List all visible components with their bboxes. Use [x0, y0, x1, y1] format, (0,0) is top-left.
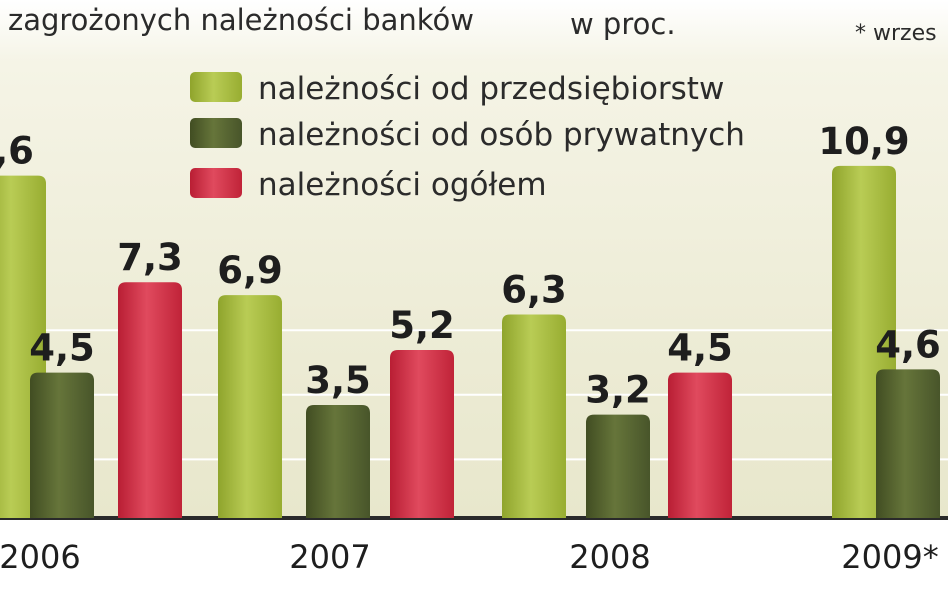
legend-label: należności od przedsiębiorstw	[258, 71, 724, 107]
bar	[306, 404, 370, 518]
data-label: 4,6	[875, 323, 941, 366]
bar	[218, 295, 282, 518]
data-label: 6,3	[501, 269, 567, 312]
data-label: 4,5	[667, 327, 733, 370]
bar	[502, 314, 566, 518]
data-label: 7,3	[117, 236, 183, 279]
legend-label: należności od osób prywatnych	[258, 117, 745, 153]
category-label: 2009*	[841, 538, 938, 576]
bar	[668, 372, 732, 518]
legend-label: należności ogółem	[258, 167, 547, 203]
data-label: 5,2	[389, 304, 455, 347]
category-label: 2006	[0, 538, 81, 576]
legend-swatch	[190, 168, 242, 198]
category-label: 2008	[569, 538, 650, 576]
data-label: 3,5	[305, 359, 371, 402]
bars	[0, 165, 940, 518]
data-label: 10,9	[818, 120, 909, 163]
legend-swatch	[190, 118, 242, 148]
bar	[390, 350, 454, 518]
data-label: 3,2	[585, 369, 651, 412]
data-label: ,6	[0, 130, 34, 173]
data-label: 6,9	[217, 249, 283, 292]
legend-swatch	[190, 72, 242, 102]
bar	[876, 369, 940, 518]
legend: należności od przedsiębiorstw należności …	[190, 71, 745, 203]
bar	[30, 372, 94, 518]
bar	[586, 414, 650, 518]
category-label: 2007	[289, 538, 370, 576]
footnote: * wrzes	[855, 21, 937, 46]
data-label: 4,5	[29, 327, 95, 370]
unit-label: w proc.	[570, 7, 676, 41]
category-labels: 2006 2007 2008 2009*	[0, 538, 939, 576]
chart-title: zagrożonych należności banków	[8, 3, 474, 37]
value-labels: ,6 6,9 6,3 10,9 4,5 3,5 3,2 4,6 7,3 5,2 4,5	[0, 120, 941, 412]
bar	[118, 282, 182, 518]
